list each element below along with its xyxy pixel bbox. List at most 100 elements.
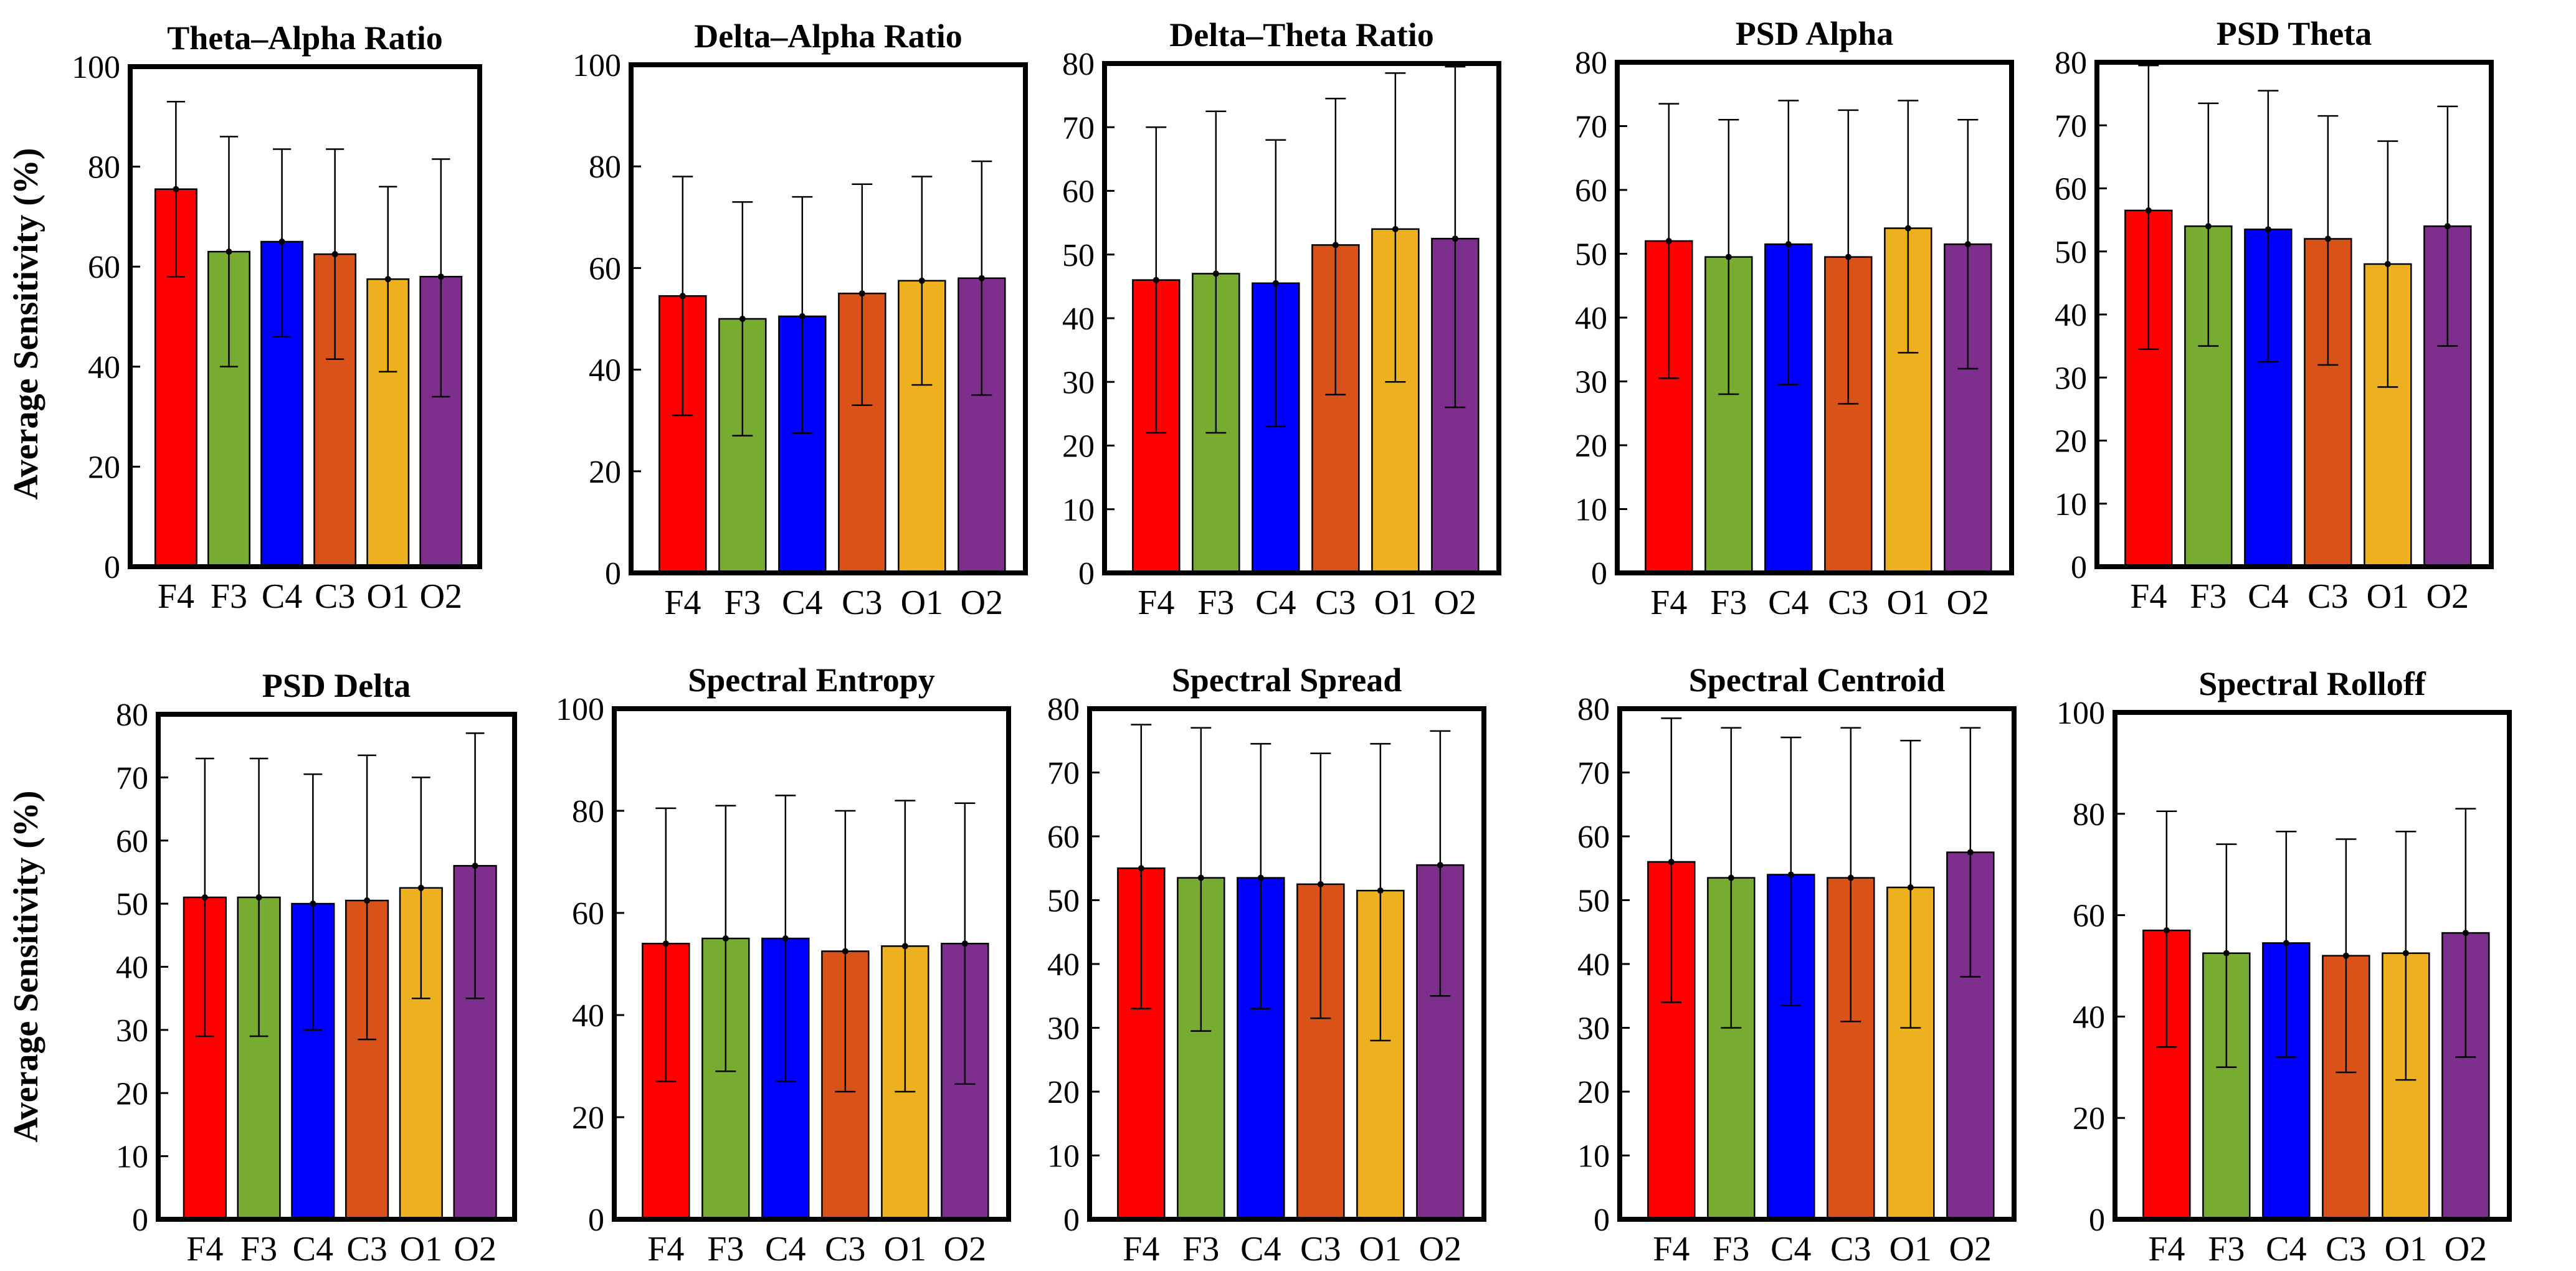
bar-mean-marker bbox=[1452, 235, 1458, 242]
x-tick-label: O2 bbox=[1949, 1230, 1992, 1269]
y-tick-label: 10 bbox=[2055, 487, 2087, 522]
x-tick-label: F4 bbox=[158, 577, 194, 616]
bar-mean-marker bbox=[2462, 930, 2469, 937]
bar-mean-marker bbox=[901, 943, 908, 950]
x-tick-label: O1 bbox=[400, 1230, 442, 1269]
y-tick-label: 80 bbox=[1575, 45, 1607, 81]
y-tick-label: 100 bbox=[72, 50, 120, 85]
y-tick-label: 10 bbox=[1047, 1139, 1080, 1174]
y-tick-label: 70 bbox=[1575, 110, 1607, 145]
y-tick-label: 40 bbox=[1577, 947, 1610, 983]
bar-mean-marker bbox=[1904, 225, 1911, 232]
x-tick-label: C3 bbox=[842, 584, 882, 622]
chart-title: Spectral Centroid bbox=[1689, 661, 1945, 699]
axes-frame bbox=[1102, 61, 1501, 575]
y-tick-label: 0 bbox=[2089, 1202, 2105, 1238]
x-tick-label: C3 bbox=[1300, 1230, 1341, 1269]
x-tick-label: C4 bbox=[1768, 584, 1808, 622]
y-tick-label: 0 bbox=[132, 1202, 148, 1238]
bar-mean-marker bbox=[2205, 223, 2212, 230]
y-tick-label: 80 bbox=[1047, 692, 1080, 727]
x-tick-label: O2 bbox=[1947, 584, 1989, 622]
bar-mean-marker bbox=[437, 273, 444, 280]
bar-mean-marker bbox=[679, 293, 686, 300]
x-tick-label: F4 bbox=[186, 1230, 223, 1269]
bar-mean-marker bbox=[364, 897, 371, 904]
bar-mean-marker bbox=[1212, 270, 1219, 277]
y-tick-label: 10 bbox=[116, 1140, 148, 1175]
x-tick-label: O2 bbox=[2426, 577, 2469, 616]
axes-frame bbox=[156, 712, 517, 1222]
bar-mean-marker bbox=[799, 313, 806, 319]
y-tick-label: 80 bbox=[589, 149, 621, 185]
chart-panel-8: Spectral Spread 0 10 20 30 40 50 60 70 80 F4 F3 C4 C3… bbox=[1047, 661, 1486, 1269]
y-tick-label: 40 bbox=[589, 353, 621, 389]
bar-mean-marker bbox=[1138, 865, 1144, 872]
y-tick-label: 80 bbox=[1577, 692, 1610, 727]
axes-frame bbox=[1617, 706, 2017, 1222]
y-tick-label: 20 bbox=[1047, 1075, 1080, 1110]
y-tick-label: 10 bbox=[1062, 493, 1095, 528]
chart-title: PSD Delta bbox=[262, 667, 411, 704]
x-tick-label: F4 bbox=[1650, 584, 1687, 622]
y-tick-label: 0 bbox=[605, 556, 621, 592]
bar-mean-marker bbox=[918, 277, 925, 284]
bar-mean-marker bbox=[2324, 235, 2331, 242]
y-tick-label: 40 bbox=[1575, 301, 1607, 336]
chart-panel-4: PSD Alpha 0 10 20 30 40 50 60 70 80 F4 F3 C4 C3 O1 O2 bbox=[1575, 15, 2014, 622]
bar-mean-marker bbox=[472, 862, 478, 869]
y-tick-label: 0 bbox=[104, 550, 120, 585]
y-tick-label: 20 bbox=[88, 450, 120, 485]
y-tick-label: 70 bbox=[116, 760, 148, 796]
x-tick-label: O1 bbox=[2385, 1230, 2427, 1269]
y-tick-label: 80 bbox=[88, 150, 120, 186]
x-tick-label: C4 bbox=[1770, 1230, 1811, 1269]
bar-mean-marker bbox=[255, 894, 262, 900]
y-tick-label: 20 bbox=[572, 1100, 604, 1136]
x-tick-label: C4 bbox=[293, 1230, 333, 1269]
y-tick-label: 20 bbox=[1577, 1075, 1610, 1110]
x-tick-label: F3 bbox=[707, 1230, 744, 1269]
bar-mean-marker bbox=[226, 248, 232, 255]
y-tick-label: 60 bbox=[572, 896, 604, 932]
y-tick-label: 100 bbox=[556, 692, 604, 727]
y-tick-label: 40 bbox=[1047, 947, 1080, 983]
bar-mean-marker bbox=[2223, 950, 2230, 957]
axes-frame bbox=[612, 706, 1011, 1222]
y-tick-label: 20 bbox=[589, 455, 621, 490]
bar-mean-marker bbox=[1272, 280, 1279, 286]
x-tick-label: C3 bbox=[2307, 577, 2348, 616]
y-tick-label: 30 bbox=[116, 1013, 148, 1049]
x-tick-label: C3 bbox=[1315, 584, 1356, 622]
bar-mean-marker bbox=[1728, 874, 1734, 881]
y-tick-label: 50 bbox=[1047, 884, 1080, 919]
y-tick-label: 60 bbox=[1047, 820, 1080, 855]
y-tick-label: 70 bbox=[1047, 756, 1080, 791]
x-tick-label: O2 bbox=[1434, 584, 1476, 622]
y-tick-label: 100 bbox=[573, 48, 621, 83]
x-tick-label: C3 bbox=[2326, 1230, 2366, 1269]
bar-mean-marker bbox=[2444, 223, 2451, 230]
x-tick-label: C3 bbox=[346, 1230, 387, 1269]
bar-mean-marker bbox=[662, 940, 669, 947]
bar-mean-marker bbox=[782, 935, 789, 942]
y-tick-label: 40 bbox=[2073, 999, 2105, 1035]
bar-mean-marker bbox=[2342, 952, 2349, 959]
x-tick-label: O1 bbox=[1889, 1230, 1932, 1269]
y-tick-label: 40 bbox=[116, 950, 148, 986]
y-tick-label: 40 bbox=[1062, 301, 1095, 337]
y-tick-label: 50 bbox=[1577, 884, 1610, 919]
bar-mean-marker bbox=[1392, 225, 1399, 232]
x-tick-label: O1 bbox=[367, 577, 409, 616]
y-tick-label: 30 bbox=[1047, 1011, 1080, 1047]
chart-panel-9: Spectral Centroid 0 10 20 30 40 50 60 70 80 F4 F3 C4… bbox=[1577, 661, 2017, 1269]
y-tick-label: 100 bbox=[2056, 696, 2105, 731]
bar-mean-marker bbox=[310, 900, 316, 907]
chart-title: PSD Alpha bbox=[1736, 15, 1894, 52]
x-tick-label: F3 bbox=[1710, 584, 1747, 622]
y-tick-label: 80 bbox=[1062, 47, 1095, 82]
chart-panel-2: Delta–Alpha Ratio 0 20 40 60 80 100 F4 F3 C4 C3 O1 O… bbox=[573, 17, 1028, 622]
y-tick-label: 60 bbox=[88, 250, 120, 285]
y-tick-label: 60 bbox=[1577, 820, 1610, 855]
